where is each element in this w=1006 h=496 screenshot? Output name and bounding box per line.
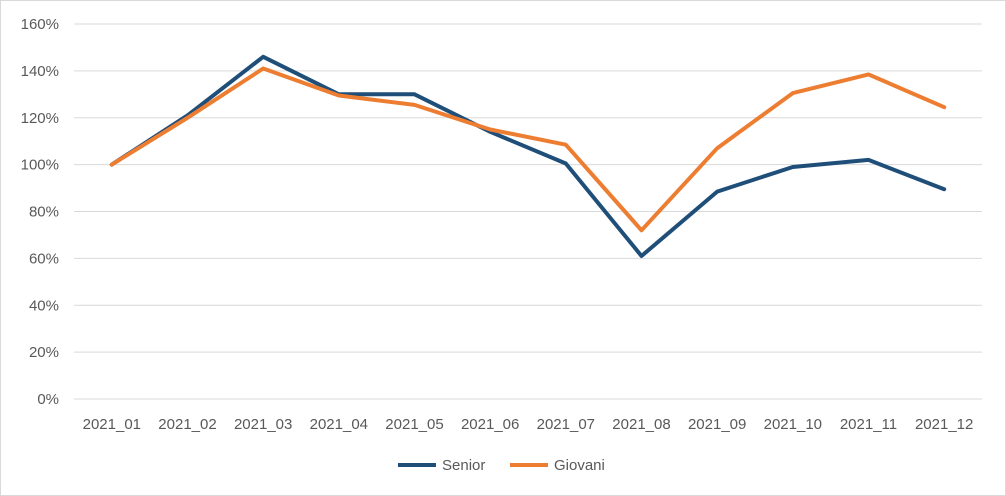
x-tick-label: 2021_05 (385, 416, 443, 433)
series-line-giovani (109, 66, 947, 233)
x-tick-label: 2021_03 (234, 416, 292, 433)
x-tick-label: 2021_10 (764, 416, 822, 433)
y-tick-label: 80% (29, 204, 59, 221)
y-tick-label: 120% (21, 110, 59, 127)
y-tick-label: 160% (21, 16, 59, 33)
x-tick-label: 2021_08 (612, 416, 670, 433)
x-tick-label: 2021_01 (83, 416, 141, 433)
series-line-senior (109, 54, 947, 258)
y-tick-label: 0% (37, 391, 59, 408)
x-tick-label: 2021_07 (537, 416, 595, 433)
y-tick-label: 100% (21, 157, 59, 174)
legend: Senior Giovani (398, 457, 605, 474)
x-tick-label: 2021_12 (915, 416, 973, 433)
y-axis-tick-labels: 0% 20% 40% 60% 80% 100% 120% 140% 160% (21, 16, 59, 408)
x-tick-label: 2021_04 (310, 416, 368, 433)
legend-label-senior: Senior (442, 457, 485, 474)
x-tick-label: 2021_02 (158, 416, 216, 433)
x-tick-label: 2021_11 (840, 416, 897, 433)
y-tick-label: 20% (29, 344, 59, 361)
x-tick-label: 2021_09 (688, 416, 746, 433)
y-tick-label: 60% (29, 250, 59, 267)
legend-label-giovani: Giovani (554, 457, 605, 474)
x-axis-tick-labels: 2021_01 2021_02 2021_03 2021_04 2021_05 2021_… (83, 416, 974, 433)
series-lines (109, 54, 947, 258)
y-tick-label: 140% (21, 63, 59, 80)
x-tick-label: 2021_06 (461, 416, 519, 433)
y-tick-label: 40% (29, 297, 59, 314)
